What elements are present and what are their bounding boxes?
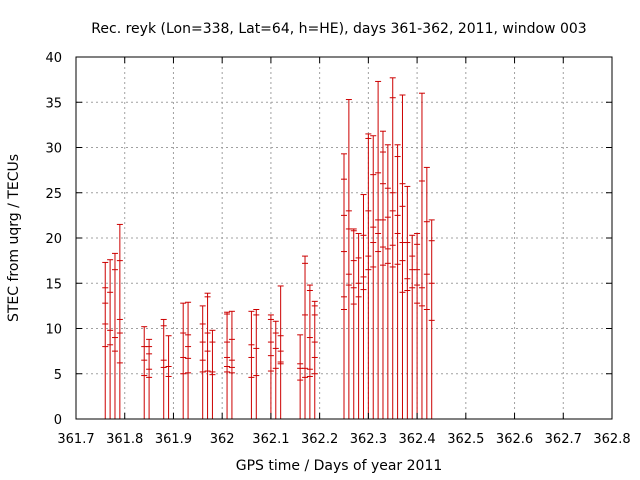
data-bar [165, 335, 172, 419]
x-tick-labels: 361.7 361.8 361.9 362 362.1 362.2 362.3 362.4 36… [57, 432, 630, 447]
data-bar [345, 99, 352, 419]
data-bar [350, 228, 357, 419]
data-bar [209, 329, 216, 419]
data-bar [365, 133, 372, 419]
data-bar [102, 261, 109, 419]
data-bar [414, 232, 421, 419]
data-bar [375, 80, 382, 419]
data-bar [297, 334, 304, 419]
data-bar [253, 308, 260, 419]
data-bar [204, 292, 211, 419]
data-bar [160, 318, 167, 419]
y-axis-title: STEC from uqrg / TECUs [6, 154, 22, 322]
x-tick-label: 362.4 [398, 432, 435, 447]
x-tick-label: 362 [210, 432, 235, 447]
x-tick-label: 362.7 [545, 432, 582, 447]
data-bar [228, 310, 235, 419]
x-tick-label: 361.8 [106, 432, 143, 447]
x-axis-title: GPS time / Days of year 2011 [236, 458, 443, 474]
data-bar [379, 130, 386, 419]
x-tick-label: 362.3 [350, 432, 387, 447]
data-bar [248, 310, 255, 419]
y-tick-label: 15 [45, 277, 62, 292]
data-bar [224, 311, 231, 419]
data-bar [341, 153, 347, 419]
data-bar [306, 284, 313, 419]
grid-layer [76, 57, 612, 419]
data-bar [267, 314, 274, 419]
y-tick-label: 30 [45, 142, 62, 157]
data-bar [418, 92, 425, 419]
y-tick-label: 40 [45, 51, 62, 66]
x-tick-label: 362.5 [447, 432, 484, 447]
x-tick-label: 361.7 [57, 432, 94, 447]
data-bar [146, 338, 153, 419]
data-bar [311, 300, 318, 419]
x-tick-label: 362.6 [496, 432, 533, 447]
data-bar [180, 302, 187, 419]
y-tick-label: 35 [45, 96, 62, 111]
data-series [102, 77, 435, 419]
data-bar [111, 252, 118, 419]
data-bar [302, 255, 309, 419]
data-bar [423, 166, 430, 419]
data-bar [389, 77, 396, 419]
data-bar [399, 94, 406, 419]
data-bar [185, 301, 192, 419]
chart-title: Rec. reyk (Lon=338, Lat=64, h=HE), days … [91, 21, 586, 37]
data-bar [355, 232, 362, 419]
data-bar [272, 320, 279, 419]
y-tick-label: 0 [54, 413, 62, 428]
y-tick-labels: 0 5 10 15 20 25 30 35 40 [45, 51, 62, 428]
data-bar [394, 144, 401, 419]
y-tick-label: 10 [45, 323, 62, 338]
data-bar [404, 185, 411, 419]
data-bar [107, 259, 114, 419]
y-tick-label: 25 [45, 187, 62, 202]
y-tick-label: 5 [54, 368, 62, 383]
data-bar [360, 194, 367, 419]
y-tick-label: 20 [45, 232, 62, 247]
data-bar [409, 234, 416, 419]
data-bar [116, 223, 123, 419]
data-bar [370, 135, 377, 419]
data-bar [199, 305, 206, 419]
x-tick-label: 362.1 [252, 432, 289, 447]
x-tick-label: 361.9 [155, 432, 192, 447]
data-bar [384, 144, 391, 419]
x-tick-label: 362.8 [593, 432, 630, 447]
data-bar [277, 285, 284, 419]
axis-ticks [75, 56, 613, 420]
data-bar [428, 219, 435, 419]
x-tick-label: 362.2 [301, 432, 338, 447]
